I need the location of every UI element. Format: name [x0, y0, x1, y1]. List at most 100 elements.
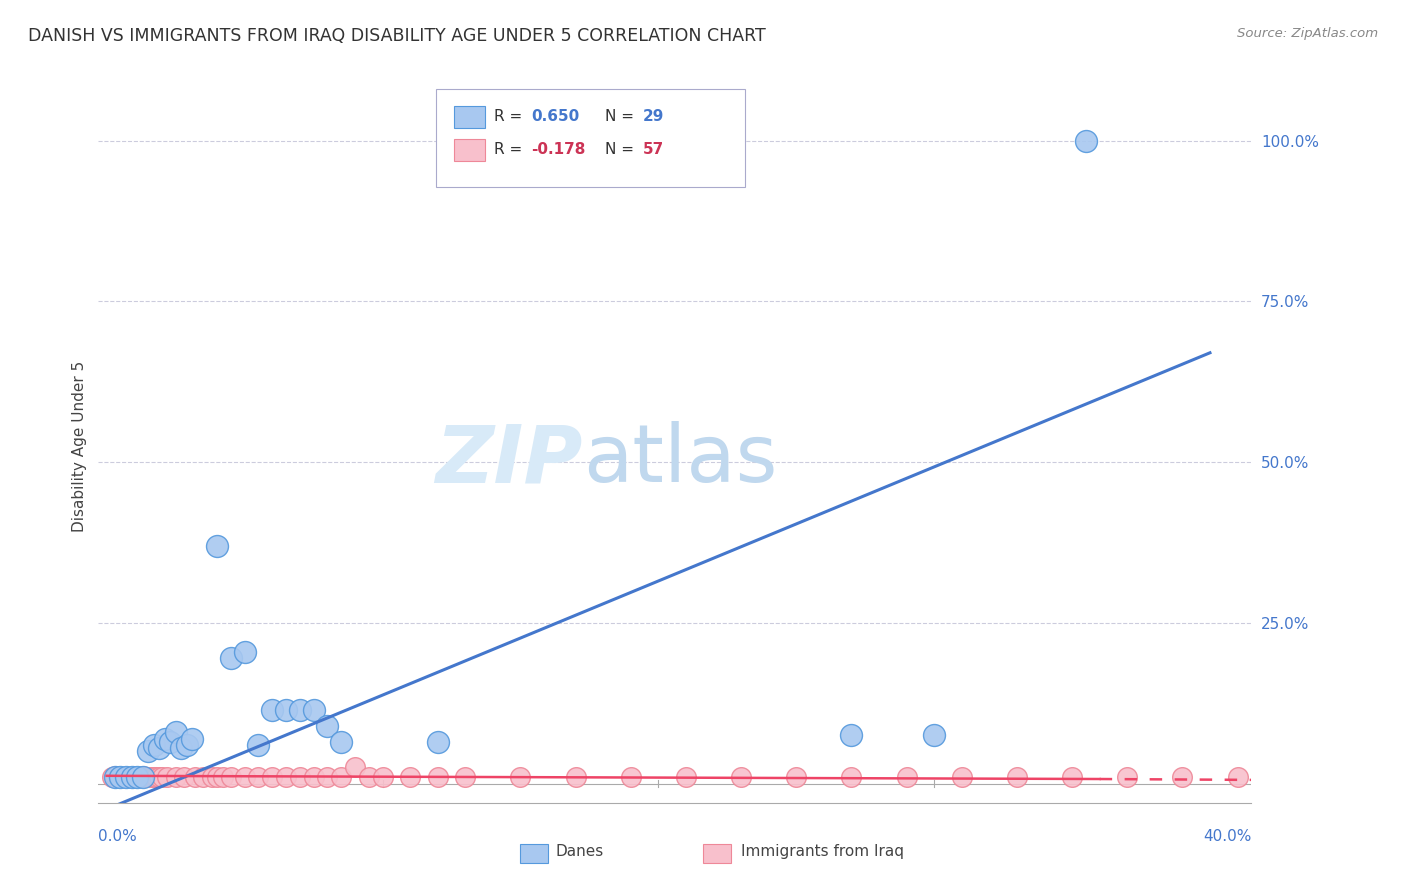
Point — [153, 731, 176, 746]
Point — [922, 728, 945, 742]
Text: Immigrants from Iraq: Immigrants from Iraq — [741, 845, 904, 859]
Point — [274, 770, 297, 784]
Text: 29: 29 — [643, 110, 664, 124]
Point — [426, 735, 449, 749]
Text: atlas: atlas — [582, 421, 778, 500]
Point — [1005, 770, 1028, 784]
Point — [184, 770, 207, 784]
Point — [136, 770, 159, 784]
Point — [841, 728, 863, 742]
Point — [841, 770, 863, 784]
Point — [1116, 770, 1139, 784]
Point — [896, 770, 918, 784]
Point — [125, 770, 148, 784]
Point — [262, 702, 284, 716]
Point — [302, 702, 325, 716]
Point — [128, 770, 150, 784]
Point — [274, 702, 297, 716]
Point — [101, 770, 124, 784]
Point — [1171, 770, 1194, 784]
Point — [288, 702, 311, 716]
Point — [1060, 770, 1083, 784]
Point — [159, 735, 181, 749]
Point — [200, 770, 222, 784]
Point — [288, 770, 311, 784]
Point — [110, 770, 132, 784]
Text: ZIP: ZIP — [436, 421, 582, 500]
Point — [131, 770, 153, 784]
Point — [426, 770, 449, 784]
Text: 0.0%: 0.0% — [98, 829, 138, 844]
Point — [205, 539, 228, 553]
Point — [181, 731, 204, 746]
Point — [173, 770, 195, 784]
Point — [165, 725, 187, 739]
Point — [118, 770, 141, 784]
Point — [233, 770, 256, 784]
Point — [262, 770, 284, 784]
Y-axis label: Disability Age Under 5: Disability Age Under 5 — [72, 360, 87, 532]
Text: N =: N = — [605, 143, 638, 157]
Point — [399, 770, 422, 784]
Point — [193, 770, 215, 784]
Point — [156, 770, 179, 784]
Point — [316, 770, 339, 784]
Point — [730, 770, 752, 784]
Point — [675, 770, 697, 784]
Point — [247, 770, 270, 784]
Point — [148, 741, 170, 756]
Point — [330, 735, 353, 749]
Point — [104, 770, 127, 784]
Text: R =: R = — [494, 143, 527, 157]
Point — [454, 770, 477, 784]
Point — [1281, 770, 1303, 784]
Point — [115, 770, 138, 784]
Text: 40.0%: 40.0% — [1204, 829, 1251, 844]
Text: Source: ZipAtlas.com: Source: ZipAtlas.com — [1237, 27, 1378, 40]
Point — [139, 770, 162, 784]
Point — [115, 770, 138, 784]
Point — [150, 770, 173, 784]
Point — [509, 770, 531, 784]
Point — [145, 770, 167, 784]
Point — [371, 770, 394, 784]
Point — [134, 770, 156, 784]
Text: -0.178: -0.178 — [531, 143, 586, 157]
Point — [219, 651, 242, 665]
Point — [1074, 134, 1097, 148]
Point — [124, 770, 146, 784]
Point — [136, 744, 159, 758]
Text: Danes: Danes — [555, 845, 603, 859]
Point — [219, 770, 242, 784]
Text: DANISH VS IMMIGRANTS FROM IRAQ DISABILITY AGE UNDER 5 CORRELATION CHART: DANISH VS IMMIGRANTS FROM IRAQ DISABILIT… — [28, 27, 766, 45]
Point — [205, 770, 228, 784]
Text: 57: 57 — [643, 143, 664, 157]
Point — [104, 769, 127, 783]
Point — [950, 770, 973, 784]
Point — [107, 770, 129, 784]
Text: 0.650: 0.650 — [531, 110, 579, 124]
Text: R =: R = — [494, 110, 527, 124]
Point — [112, 770, 135, 784]
Point — [121, 770, 143, 784]
Point — [247, 738, 270, 752]
Point — [620, 770, 643, 784]
Point — [110, 770, 132, 784]
Text: N =: N = — [605, 110, 638, 124]
Point — [142, 738, 165, 752]
Point — [785, 770, 807, 784]
Point — [165, 770, 187, 784]
Point — [125, 770, 148, 784]
Point — [302, 770, 325, 784]
Point — [121, 770, 143, 784]
Point — [148, 770, 170, 784]
Point — [564, 770, 586, 784]
Point — [1226, 770, 1249, 784]
Point — [211, 770, 233, 784]
Point — [343, 760, 366, 774]
Point — [176, 738, 198, 752]
Point — [131, 769, 153, 783]
Point — [330, 770, 353, 784]
Point — [316, 719, 339, 733]
Point — [233, 645, 256, 659]
